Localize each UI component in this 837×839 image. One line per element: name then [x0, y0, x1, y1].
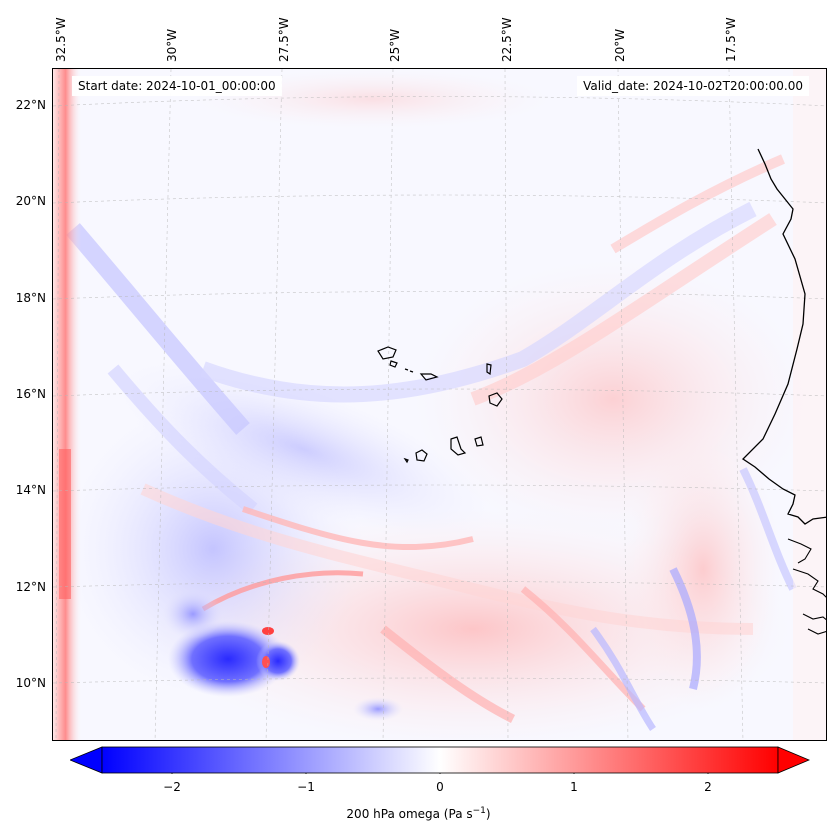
colorbar-gradient [101, 746, 779, 774]
lon-label: 17.5°W [724, 17, 738, 62]
colorbar-tick: −2 [163, 780, 181, 794]
colorbar [70, 746, 810, 774]
colorbar-max-extend [777, 746, 810, 774]
omega-field [53, 69, 826, 740]
valid-date-label: Valid_date: 2024-10-02T20:00:00.00 [577, 76, 809, 96]
lat-label: 16°N [15, 387, 46, 401]
colorbar-label-exponent: −1 [472, 806, 486, 816]
lon-label: 22.5°W [500, 17, 514, 62]
lat-label: 12°N [15, 580, 46, 594]
lon-label: 27.5°W [277, 17, 291, 62]
colorbar-tick: 0 [436, 780, 444, 794]
colorbar-label-close: ) [485, 807, 491, 821]
colorbar-tick: 1 [570, 780, 578, 794]
start-date-label: Start date: 2024-10-01_00:00:00 [72, 76, 282, 96]
colorbar-label-text: 200 hPa omega (Pa s [346, 807, 473, 821]
lat-label: 20°N [15, 194, 46, 208]
colorbar-tick: 2 [704, 780, 712, 794]
colorbar-tick: −1 [297, 780, 315, 794]
lon-label: 20°W [613, 28, 627, 62]
map-panel [52, 68, 827, 741]
lat-label: 18°N [15, 291, 46, 305]
lon-label: 25°W [388, 28, 402, 62]
lon-label: 32.5°W [54, 17, 68, 62]
lat-label: 10°N [15, 676, 46, 690]
colorbar-min-extend [70, 746, 103, 774]
lat-label: 22°N [15, 98, 46, 112]
lat-label: 14°N [15, 483, 46, 497]
colorbar-label: 200 hPa omega (Pa s−1) [0, 806, 837, 821]
lon-label: 30°W [165, 28, 179, 62]
